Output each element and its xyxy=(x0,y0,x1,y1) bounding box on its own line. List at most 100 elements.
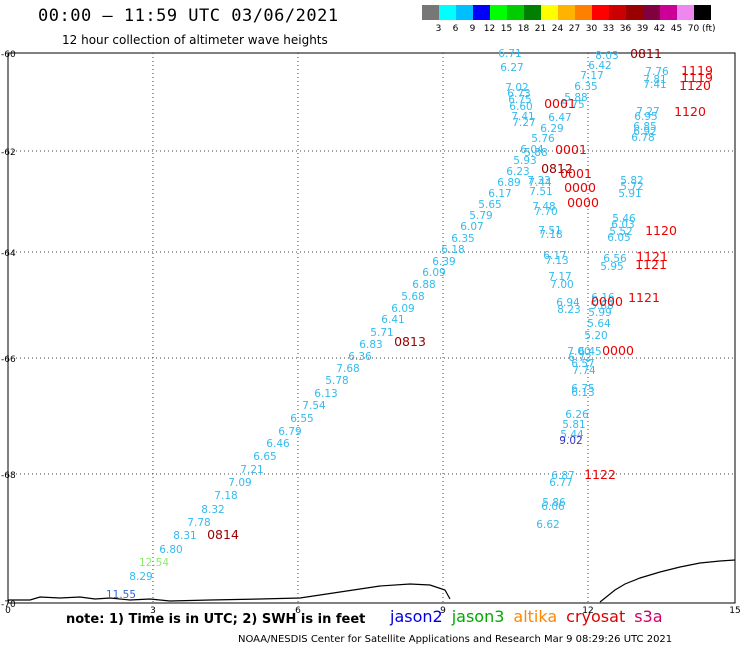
wave-height-label: 6.29 xyxy=(540,123,563,135)
wave-height-label: 5.91 xyxy=(618,188,641,200)
footer-credit: NOAA/NESDIS Center for Satellite Applica… xyxy=(238,634,673,645)
wave-height-label: 6.62 xyxy=(536,519,559,531)
wave-height-label: 9.02 xyxy=(559,435,582,447)
wave-height-label: 6.60 xyxy=(509,101,532,113)
wave-height-label: 6.73 xyxy=(507,88,530,100)
wave-height-label: 6.94 xyxy=(556,297,580,309)
wave-height-label: 7.27 xyxy=(512,117,535,129)
wave-height-label: 7.17 xyxy=(580,70,603,82)
x-axis-label: 6 xyxy=(295,606,301,616)
wave-height-label: 8.23 xyxy=(557,304,580,316)
wave-height-label: 6.09 xyxy=(391,303,414,315)
y-axis-labels: -60 -62 -64 -66 -68 -70 xyxy=(1,50,16,610)
wave-height-label: 5.78 xyxy=(325,375,348,387)
wave-height-labels: 6.716.277.026.736.756.607.417.278.036.42… xyxy=(106,48,669,601)
y-axis-label: -60 xyxy=(1,50,16,60)
page-title: 00:00 — 11:59 UTC 03/06/2021 xyxy=(38,6,339,26)
wave-height-label: 6.57 xyxy=(571,358,594,370)
wave-height-label: 6.71 xyxy=(498,48,521,60)
wave-height-label: 7.41 xyxy=(643,79,666,91)
legend-swatch xyxy=(524,5,541,20)
legend-label: 27 xyxy=(568,24,581,34)
satellite-name-cryosat: cryosat xyxy=(566,607,626,626)
wave-height-label: 5.72 xyxy=(620,181,643,193)
wave-height-label: 7.54 xyxy=(302,400,326,412)
wave-height-label: 5.95 xyxy=(600,261,623,273)
pass-time-label: 0000 xyxy=(567,195,599,210)
wave-height-label: 8.29 xyxy=(129,571,152,583)
wave-height-label: 6.56 xyxy=(603,253,627,265)
wave-height-label: 6.27 xyxy=(500,62,523,74)
wave-height-label: 6.80 xyxy=(159,544,182,556)
legend-label: 45 xyxy=(670,24,683,34)
wave-height-label: 5.46 xyxy=(612,213,636,225)
legend-label: 15 xyxy=(500,24,513,34)
wave-height-label: 5.20 xyxy=(584,330,607,342)
legend-label: 30 xyxy=(585,24,598,34)
legend-label: 39 xyxy=(636,24,649,34)
y-axis-label: -68 xyxy=(1,471,16,481)
wave-height-label: 6.35 xyxy=(574,81,597,93)
wave-height-label: 6.17 xyxy=(543,250,566,262)
legend-swatch xyxy=(592,5,609,20)
wave-height-label: 6.85 xyxy=(633,121,656,133)
x-axis-labels: 0 3 6 9 12 15 xyxy=(5,606,740,616)
wave-height-label: 6.09 xyxy=(422,267,445,279)
wave-height-label: 7.41 xyxy=(511,111,534,123)
wave-height-label: 7.48 xyxy=(532,201,555,213)
satellite-legend: jason2 jason3 altika cryosat s3a xyxy=(390,607,672,626)
wave-height-label: 7.13 xyxy=(545,255,568,267)
wave-height-label: 5.52 xyxy=(609,226,632,238)
legend-label: 70 xyxy=(687,24,700,34)
wave-height-label: 5.71 xyxy=(370,327,393,339)
legend-label: 3 xyxy=(435,24,442,34)
wave-height-label: 5.86 xyxy=(542,497,566,509)
wave-height-label: 6.13 xyxy=(314,388,337,400)
wave-height-label: 8.32 xyxy=(201,504,224,516)
legend-label: 21 xyxy=(534,24,547,34)
wave-height-label: 8.03 xyxy=(595,50,618,62)
wave-height-label: 6.72 xyxy=(568,352,591,364)
legend-swatch xyxy=(490,5,507,20)
pass-time-label: 0000 xyxy=(591,294,623,309)
wave-height-label: 6.39 xyxy=(432,256,455,268)
wave-height-label: 6.04 xyxy=(520,144,544,156)
pass-time-label: 1122 xyxy=(584,467,616,482)
wave-height-label: 6.18 xyxy=(441,244,464,256)
legend-swatch xyxy=(507,5,524,20)
wave-height-label: 5.64 xyxy=(587,318,611,330)
wave-height-label: 7.18 xyxy=(214,490,237,502)
wave-height-label: 7.21 xyxy=(240,464,263,476)
wave-height-label: 7.00 xyxy=(567,346,590,358)
wave-height-label: 7.09 xyxy=(228,477,251,489)
pass-time-label: 0001 xyxy=(555,142,587,157)
wave-height-label: 7.27 xyxy=(636,106,659,118)
satellite-name-s3a: s3a xyxy=(634,607,663,626)
pass-time-label: 1120 xyxy=(645,223,677,238)
wave-height-label: 7.33 xyxy=(527,175,550,187)
page-subtitle: 12 hour collection of altimeter wave hei… xyxy=(62,33,328,47)
pass-time-label: 1121 xyxy=(635,257,667,272)
pass-time-label: 0814 xyxy=(207,527,239,542)
legend-swatch xyxy=(558,5,575,20)
wave-height-label: 7.76 xyxy=(645,66,669,78)
wave-height-label: 7.81 xyxy=(643,74,666,86)
pass-time-label: 1120 xyxy=(679,78,711,93)
legend-swatch xyxy=(626,5,643,20)
legend-swatch xyxy=(694,5,711,20)
legend-swatch xyxy=(575,5,592,20)
wave-height-label: 6.26 xyxy=(565,409,589,421)
wave-height-label: 6.88 xyxy=(412,279,435,291)
x-axis-label: 3 xyxy=(150,606,156,616)
wave-height-label: 6.83 xyxy=(359,339,382,351)
wave-height-label: 5.75 xyxy=(561,99,584,111)
satellite-name-jason3: jason3 xyxy=(451,607,505,626)
legend-label: 9 xyxy=(469,24,476,34)
wave-height-label: 11.55 xyxy=(106,589,136,601)
x-axis-label: 9 xyxy=(440,606,446,616)
footer-note: note: 1) Time is in UTC; 2) SWH is in fe… xyxy=(66,612,366,627)
wave-height-label: 7.02 xyxy=(505,82,528,94)
x-axis-label: 0 xyxy=(5,606,11,616)
wave-height-label: 6.07 xyxy=(460,221,483,233)
legend-label: 36 xyxy=(619,24,632,34)
